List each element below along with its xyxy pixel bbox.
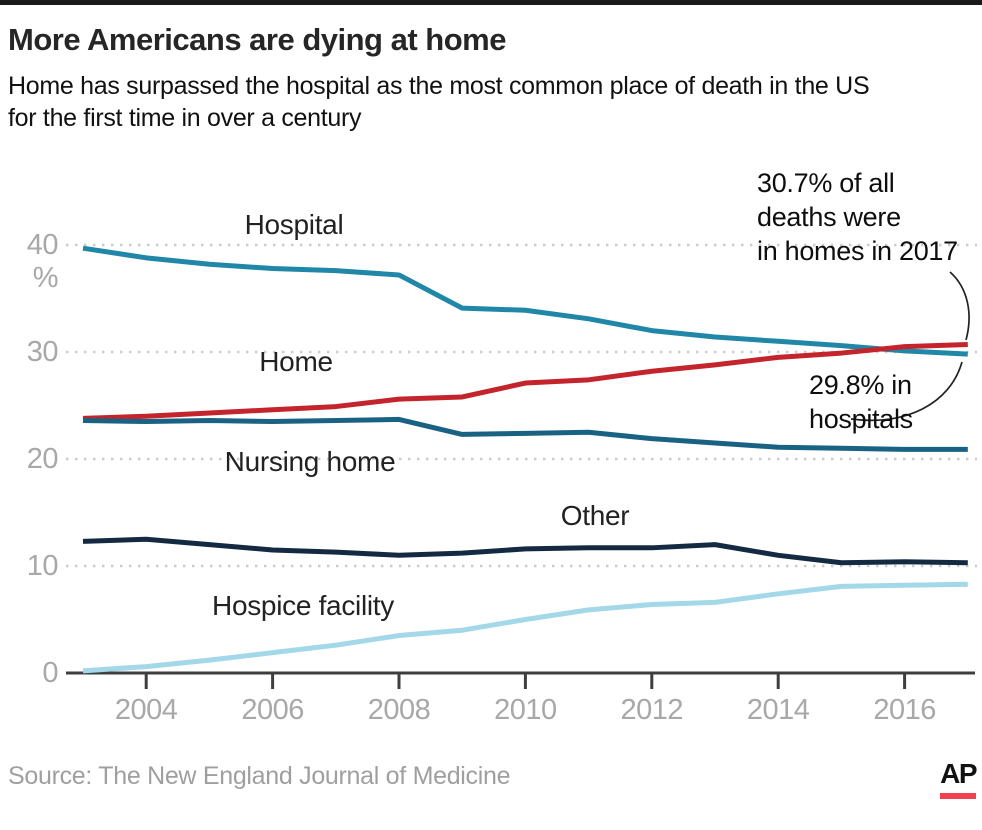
x-axis-label-2010: 2010 bbox=[494, 694, 557, 726]
series-label-home: Home bbox=[259, 346, 333, 377]
x-axis-label-2012: 2012 bbox=[620, 694, 684, 726]
ap-logo-underline bbox=[940, 793, 976, 799]
y-axis-label-0: 0 bbox=[42, 657, 58, 689]
ap-logo: AP bbox=[940, 758, 977, 789]
leader-curve-home bbox=[949, 271, 970, 341]
leader-curve-hospital bbox=[850, 361, 963, 422]
x-axis-label-2008: 2008 bbox=[367, 694, 431, 726]
series-label-other: Other bbox=[560, 500, 630, 531]
x-axis-label-2016: 2016 bbox=[873, 694, 936, 726]
x-axis-label-2006: 2006 bbox=[241, 694, 304, 726]
line-home bbox=[82, 342, 968, 421]
page-subtitle: Home has surpassed the hospital as the m… bbox=[8, 72, 870, 132]
annotation-home-2017: 30.7% of all deaths were in homes in 201… bbox=[757, 168, 958, 266]
line-other bbox=[82, 536, 968, 566]
y-axis-label-30: 30 bbox=[26, 336, 59, 368]
page-title: More Americans are dying at home bbox=[8, 22, 506, 57]
line-hospital bbox=[82, 245, 968, 357]
annotation-hospital-2017: 29.8% in hospitals bbox=[809, 370, 913, 434]
series-label-hospital: Hospital bbox=[244, 209, 344, 240]
x-axis-label-2004: 2004 bbox=[114, 694, 178, 726]
y-axis-label-40: 40 % bbox=[26, 229, 59, 294]
x-axis-label-2014: 2014 bbox=[746, 694, 810, 726]
series-label-nursing-home: Nursing home bbox=[224, 446, 396, 477]
y-axis-label-10: 10 bbox=[26, 550, 59, 582]
source-credit: Source: The New England Journal of Medic… bbox=[8, 762, 511, 790]
series-label-hospice-facility: Hospice facility bbox=[212, 590, 394, 621]
line-hospice-facility bbox=[82, 581, 968, 674]
line-nursing-home bbox=[82, 416, 968, 452]
top-rule bbox=[0, 0, 982, 5]
y-axis-label-20: 20 bbox=[26, 443, 59, 475]
